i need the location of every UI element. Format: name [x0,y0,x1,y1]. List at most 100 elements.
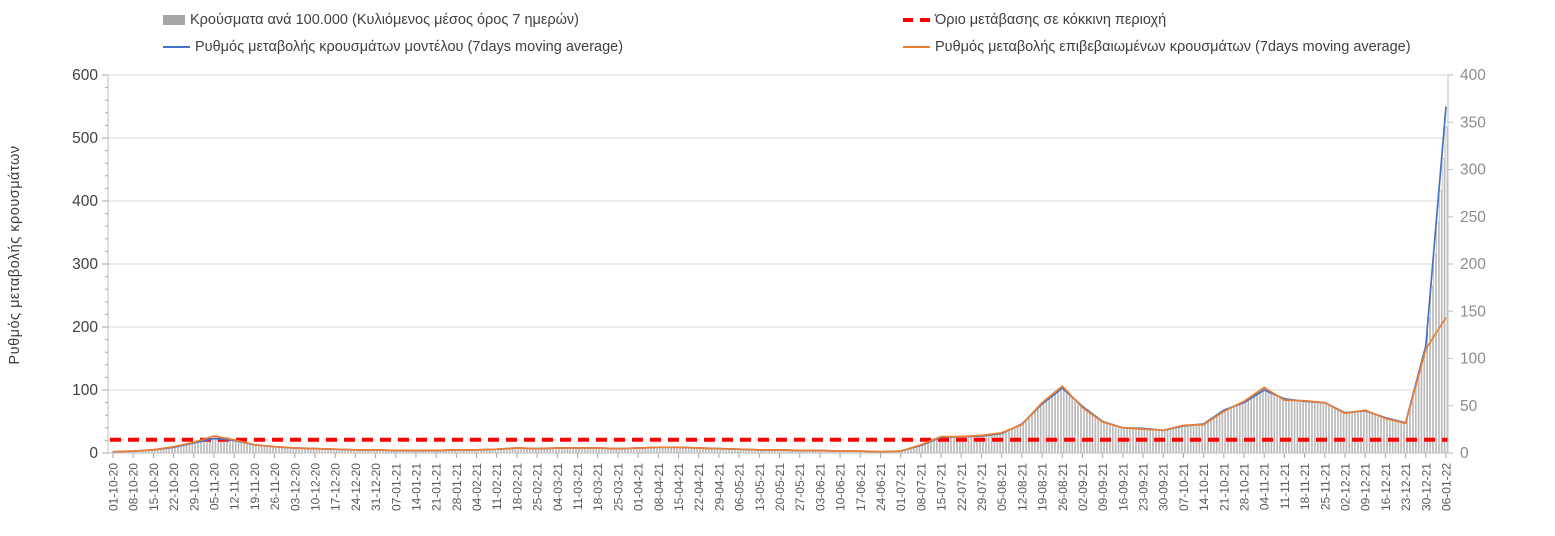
svg-text:22-07-21: 22-07-21 [955,463,969,511]
svg-text:08-10-20: 08-10-20 [127,463,141,511]
svg-text:09-09-21: 09-09-21 [1096,463,1110,511]
svg-text:600: 600 [72,67,98,84]
svg-text:250: 250 [1460,209,1486,226]
svg-text:11-02-21: 11-02-21 [490,463,504,510]
svg-text:300: 300 [72,256,98,273]
svg-text:400: 400 [1460,67,1486,84]
svg-text:350: 350 [1460,114,1486,131]
svg-text:05-11-20: 05-11-20 [207,463,221,510]
svg-text:01-04-21: 01-04-21 [632,463,646,511]
svg-text:21-10-21: 21-10-21 [1217,463,1231,511]
svg-text:25-03-21: 25-03-21 [611,463,625,511]
svg-text:26-11-20: 26-11-20 [268,463,282,510]
svg-text:30-12-21: 30-12-21 [1419,463,1433,511]
svg-text:17-06-21: 17-06-21 [854,463,868,511]
gridlines [108,74,1448,391]
svg-text:31-12-20: 31-12-20 [369,463,383,511]
svg-text:16-09-21: 16-09-21 [1116,463,1130,511]
svg-text:0: 0 [89,445,98,462]
svg-text:11-11-21: 11-11-21 [1278,463,1292,510]
svg-text:05-08-21: 05-08-21 [995,463,1009,511]
legend-label-model-rate: Ρυθμός μεταβολής κρουσμάτων μοντέλου (7d… [195,39,624,55]
svg-text:02-09-21: 02-09-21 [1076,463,1090,511]
svg-text:03-06-21: 03-06-21 [813,463,827,511]
svg-text:22-04-21: 22-04-21 [692,463,706,511]
svg-text:18-03-21: 18-03-21 [591,463,605,511]
svg-text:15-04-21: 15-04-21 [672,463,686,511]
svg-text:09-12-21: 09-12-21 [1359,463,1373,511]
svg-text:19-08-21: 19-08-21 [1036,463,1050,511]
orange-line-swatch-icon [903,46,930,48]
svg-text:06-05-21: 06-05-21 [733,463,747,511]
svg-text:28-01-21: 28-01-21 [450,463,464,511]
svg-text:30-09-21: 30-09-21 [1157,463,1171,511]
svg-text:15-10-20: 15-10-20 [147,463,161,511]
svg-text:200: 200 [72,319,98,336]
svg-text:20-05-21: 20-05-21 [773,463,787,511]
confirmed-rate-line [112,317,1447,453]
legend-item-model-rate: Ρυθμός μεταβολής κρουσμάτων μοντέλου (7d… [163,39,623,55]
svg-text:19-11-20: 19-11-20 [248,463,262,510]
svg-text:300: 300 [1460,162,1486,179]
svg-text:29-04-21: 29-04-21 [712,463,726,511]
blue-line-swatch-icon [163,46,190,48]
svg-text:16-12-21: 16-12-21 [1379,463,1393,511]
svg-text:15-07-21: 15-07-21 [935,463,949,511]
svg-text:18-11-21: 18-11-21 [1298,463,1312,510]
x-axis: 01-10-20 08-10-20 15-10-20 22-10-20 29-10-20… [107,453,1454,511]
svg-text:04-11-21: 04-11-21 [1258,463,1272,510]
bar-swatch-icon [163,15,185,25]
svg-text:23-12-21: 23-12-21 [1399,463,1413,511]
svg-text:29-10-20: 29-10-20 [187,463,201,511]
svg-text:11-03-21: 11-03-21 [571,463,585,510]
svg-text:12-08-21: 12-08-21 [1015,463,1029,511]
legend-label-confirmed-rate: Ρυθμός μεταβολής επιβεβαιωμένων κρουσμάτ… [935,39,1411,55]
legend-item-red-threshold: Όριο μετάβασης σε κόκκινη περιοχή [903,12,1166,28]
svg-text:17-12-20: 17-12-20 [329,463,343,511]
svg-text:22-10-20: 22-10-20 [167,463,181,511]
svg-text:26-08-21: 26-08-21 [1056,463,1070,511]
bars-series [111,126,1448,454]
svg-text:01-10-20: 01-10-20 [107,463,121,511]
y-axis-left: 0 100 200 300 400 500 600 [72,67,108,462]
svg-text:0: 0 [1460,445,1469,462]
svg-text:29-07-21: 29-07-21 [975,463,989,511]
y-axis-right: 0 50 100 150 200 250 300 350 400 [1448,67,1486,462]
svg-text:500: 500 [72,130,98,147]
svg-text:08-07-21: 08-07-21 [914,463,928,511]
svg-text:50: 50 [1460,398,1478,415]
legend-label-red-threshold: Όριο μετάβασης σε κόκκινη περιοχή [935,12,1167,28]
svg-text:10-12-20: 10-12-20 [308,463,322,511]
svg-text:13-05-21: 13-05-21 [753,463,767,511]
svg-text:07-10-21: 07-10-21 [1177,463,1191,511]
svg-text:24-12-20: 24-12-20 [349,463,363,511]
svg-text:10-06-21: 10-06-21 [834,463,848,511]
svg-text:100: 100 [1460,351,1486,368]
svg-text:25-11-21: 25-11-21 [1318,463,1332,510]
svg-text:06-01-22: 06-01-22 [1440,463,1454,511]
svg-text:08-04-21: 08-04-21 [652,463,666,511]
svg-text:200: 200 [1460,256,1486,273]
svg-text:25-02-21: 25-02-21 [531,463,545,511]
svg-text:18-02-21: 18-02-21 [510,463,524,511]
svg-text:02-12-21: 02-12-21 [1339,463,1353,511]
svg-text:21-01-21: 21-01-21 [430,463,444,511]
svg-text:28-10-21: 28-10-21 [1238,463,1252,511]
svg-text:100: 100 [72,382,98,399]
svg-text:400: 400 [72,193,98,210]
svg-text:23-09-21: 23-09-21 [1137,463,1151,511]
legend-item-confirmed-rate: Ρυθμός μεταβολής επιβεβαιωμένων κρουσμάτ… [903,39,1411,55]
svg-text:150: 150 [1460,303,1486,320]
svg-text:03-12-20: 03-12-20 [288,463,302,511]
svg-text:14-10-21: 14-10-21 [1197,463,1211,511]
legend-item-cases-bars: Κρούσματα ανά 100.000 (Κυλιόμενος μέσος … [163,12,579,28]
svg-text:12-11-20: 12-11-20 [228,463,242,510]
svg-text:04-02-21: 04-02-21 [470,463,484,511]
svg-text:07-01-21: 07-01-21 [389,463,403,511]
svg-text:27-05-21: 27-05-21 [793,463,807,511]
svg-text:24-06-21: 24-06-21 [874,463,888,511]
svg-text:01-07-21: 01-07-21 [894,463,908,511]
legend-label-cases-bars: Κρούσματα ανά 100.000 (Κυλιόμενος μέσος … [190,12,580,28]
